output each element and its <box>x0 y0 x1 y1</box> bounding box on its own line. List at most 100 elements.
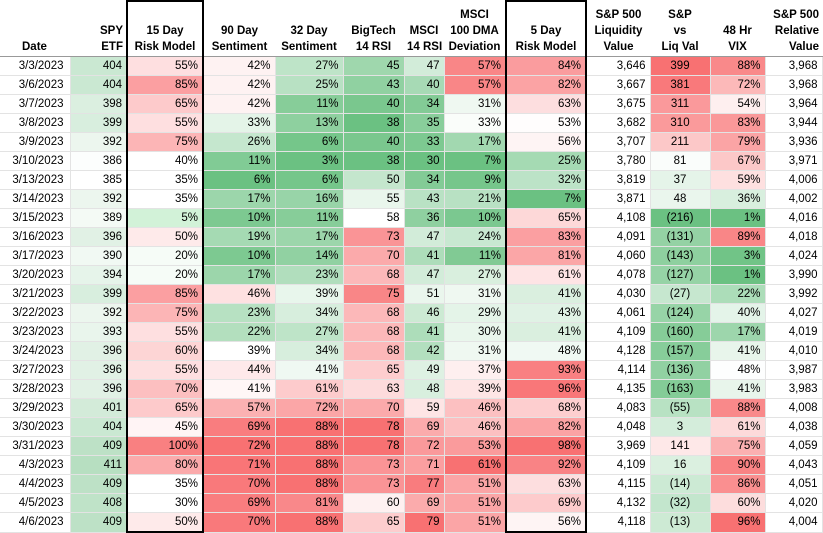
cell-liq: 3,667 <box>586 75 651 95</box>
header-sent90: 90 Day Sentiment <box>203 1 275 57</box>
cell-msci100: 11% <box>444 246 507 266</box>
cell-vix: 40% <box>710 303 766 323</box>
cell-liq: 3,969 <box>586 436 651 456</box>
cell-liq: 4,048 <box>586 417 651 437</box>
table-row: 4/6/2023 409 50% 70% 88% 65 79 51% 56% 4,118 (13) 9… <box>0 512 823 533</box>
cell-vix: 61% <box>710 417 766 437</box>
header-rel-line: S&P 500 <box>773 9 819 21</box>
cell-vix: 60% <box>710 493 766 513</box>
cell-sent32: 81% <box>275 493 344 513</box>
table-row: 3/21/2023 399 85% 46% 39% 75 51 31% 41% 4,030 (27)… <box>0 284 823 304</box>
cell-rel: 4,010 <box>765 341 823 361</box>
cell-vix: 22% <box>710 284 766 304</box>
cell-bigtech: 68 <box>343 265 405 285</box>
cell-risk15: 100% <box>126 436 204 456</box>
cell-spliq: (157) <box>650 341 711 361</box>
cell-msci14: 69 <box>404 493 445 513</box>
cell-spliq: 141 <box>650 436 711 456</box>
cell-msci100: 7% <box>444 151 507 171</box>
cell-liq: 4,108 <box>586 208 651 228</box>
cell-spy: 389 <box>70 208 128 228</box>
cell-rel: 4,002 <box>765 189 823 209</box>
cell-msci100: 51% <box>444 474 507 494</box>
cell-date: 4/5/2023 <box>0 493 71 513</box>
cell-spliq: (163) <box>650 379 711 399</box>
header-sent32-line: 32 Day <box>290 25 328 37</box>
cell-risk5: 48% <box>505 341 587 361</box>
cell-bigtech: 43 <box>343 75 405 95</box>
header-rel-line: Relative <box>774 25 819 37</box>
cell-date: 3/23/2023 <box>0 322 71 342</box>
cell-bigtech: 65 <box>343 360 405 380</box>
cell-rel: 3,968 <box>765 75 823 95</box>
cell-date: 4/4/2023 <box>0 474 71 494</box>
table-row: 3/22/2023 392 75% 23% 34% 68 46 29% 43% 4,061 (124… <box>0 303 823 323</box>
cell-bigtech: 78 <box>343 417 405 437</box>
cell-liq: 4,115 <box>586 474 651 494</box>
table-row: 3/10/2023 386 40% 11% 3% 38 30 7% 25% 3,780 81 67% 3… <box>0 151 823 171</box>
cell-rel: 4,024 <box>765 246 823 266</box>
cell-risk5: 82% <box>505 75 587 95</box>
cell-msci14: 51 <box>404 284 445 304</box>
header-vix-line: 48 Hr <box>723 25 752 37</box>
cell-spliq: (143) <box>650 246 711 266</box>
cell-vix: 17% <box>710 322 766 342</box>
cell-vix: 3% <box>710 246 766 266</box>
cell-msci100: 39% <box>444 379 507 399</box>
cell-liq: 4,083 <box>586 398 651 418</box>
cell-sent32: 23% <box>275 265 344 285</box>
cell-sent90: 57% <box>203 398 276 418</box>
table-row: 4/5/2023 408 30% 69% 81% 60 69 51% 69% 4,132 (32) 6… <box>0 493 823 513</box>
cell-vix: 96% <box>710 512 766 533</box>
cell-risk15: 55% <box>126 56 204 76</box>
header-msci100: MSCI 100 DMA Deviation <box>444 1 506 57</box>
cell-bigtech: 68 <box>343 341 405 361</box>
cell-liq: 4,091 <box>586 227 651 247</box>
cell-spy: 399 <box>70 113 128 133</box>
cell-bigtech: 68 <box>343 303 405 323</box>
cell-risk15: 45% <box>126 417 204 437</box>
cell-vix: 41% <box>710 341 766 361</box>
cell-spy: 399 <box>70 284 128 304</box>
cell-msci14: 48 <box>404 379 445 399</box>
cell-risk5: 69% <box>505 493 587 513</box>
cell-bigtech: 38 <box>343 151 405 171</box>
cell-sent90: 70% <box>203 512 276 533</box>
cell-bigtech: 40 <box>343 94 405 114</box>
cell-sent32: 25% <box>275 75 344 95</box>
cell-sent32: 41% <box>275 360 344 380</box>
cell-risk15: 85% <box>126 75 204 95</box>
cell-spy: 409 <box>70 512 128 533</box>
cell-risk5: 93% <box>505 360 587 380</box>
cell-date: 3/28/2023 <box>0 379 71 399</box>
cell-spliq: (32) <box>650 493 711 513</box>
table-row: 3/20/2023 394 20% 17% 23% 68 47 27% 61% 4,078 (127… <box>0 265 823 285</box>
cell-sent32: 17% <box>275 227 344 247</box>
cell-bigtech: 68 <box>343 322 405 342</box>
cell-bigtech: 70 <box>343 398 405 418</box>
cell-spy: 393 <box>70 322 128 342</box>
header-spy-line: SPY <box>99 25 123 37</box>
cell-msci14: 46 <box>404 303 445 323</box>
cell-risk5: 7% <box>505 189 587 209</box>
cell-sent90: 39% <box>203 341 276 361</box>
cell-msci14: 36 <box>404 208 445 228</box>
table-row: 3/30/2023 404 45% 69% 88% 78 69 46% 82% 4,048 3 61%… <box>0 417 823 437</box>
cell-risk5: 82% <box>505 417 587 437</box>
header-bigtech-line: 14 RSI <box>355 41 392 53</box>
cell-msci100: 10% <box>444 208 507 228</box>
table-row: 3/6/2023 404 85% 42% 25% 43 40 57% 82% 3,667 381 72… <box>0 75 823 95</box>
cell-risk15: 55% <box>126 113 204 133</box>
cell-risk5: 98% <box>505 436 587 456</box>
cell-msci100: 57% <box>444 75 507 95</box>
cell-spliq: (124) <box>650 303 711 323</box>
cell-sent90: 22% <box>203 322 276 342</box>
cell-risk15: 65% <box>126 94 204 114</box>
header-rel: S&P 500 Relative Value <box>765 1 822 57</box>
cell-spliq: (160) <box>650 322 711 342</box>
cell-risk15: 50% <box>126 512 204 533</box>
cell-liq: 3,707 <box>586 132 651 152</box>
cell-risk15: 30% <box>126 493 204 513</box>
cell-msci100: 30% <box>444 322 507 342</box>
cell-date: 3/17/2023 <box>0 246 71 266</box>
